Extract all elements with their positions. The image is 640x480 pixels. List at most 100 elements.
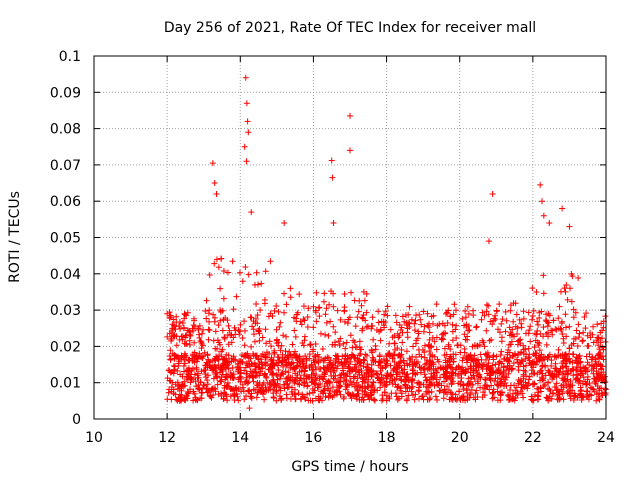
data-point — [482, 382, 489, 389]
data-point — [334, 362, 341, 369]
data-point — [187, 332, 194, 339]
data-point — [447, 313, 454, 320]
data-point — [584, 368, 591, 375]
data-point — [580, 374, 587, 381]
data-point — [384, 312, 391, 319]
data-point — [520, 342, 527, 349]
data-point — [287, 294, 294, 301]
data-point — [517, 377, 524, 384]
data-point — [575, 275, 582, 282]
data-point — [381, 311, 388, 318]
data-point — [384, 358, 391, 365]
data-point — [283, 301, 290, 308]
data-point — [484, 352, 491, 359]
data-point — [330, 364, 337, 371]
data-point — [518, 324, 525, 331]
data-point — [225, 365, 232, 372]
data-point — [491, 378, 498, 385]
data-point — [322, 331, 329, 338]
data-point — [568, 298, 575, 305]
data-point — [170, 316, 177, 323]
data-point — [243, 370, 250, 377]
data-point — [213, 190, 220, 197]
data-point — [237, 321, 244, 328]
data-point — [310, 346, 317, 353]
data-point — [308, 361, 315, 368]
data-point — [377, 327, 384, 334]
data-point — [358, 367, 365, 374]
data-point — [346, 368, 353, 375]
chart-title: Day 256 of 2021, Rate Of TEC Index for r… — [164, 20, 536, 36]
data-point — [237, 369, 244, 376]
data-point — [403, 360, 410, 367]
data-point — [522, 368, 529, 375]
data-point — [417, 316, 424, 323]
data-point — [514, 331, 521, 338]
data-point — [329, 341, 336, 348]
data-point — [599, 344, 606, 351]
data-point — [186, 327, 193, 334]
data-point — [524, 385, 531, 392]
data-point — [259, 361, 266, 368]
data-point — [234, 393, 241, 400]
data-point — [292, 395, 299, 402]
data-point — [553, 380, 560, 387]
data-point — [354, 314, 361, 321]
data-point — [545, 367, 552, 374]
data-point — [593, 378, 600, 385]
data-point — [494, 369, 501, 376]
data-point — [236, 357, 243, 364]
data-point — [347, 147, 353, 154]
data-point — [598, 363, 605, 370]
data-point — [360, 363, 367, 370]
data-point — [586, 380, 593, 387]
data-point — [292, 391, 299, 398]
data-point — [320, 389, 327, 396]
data-point — [356, 297, 363, 304]
data-point — [378, 318, 385, 325]
data-point — [167, 377, 174, 384]
data-point — [211, 260, 218, 267]
data-point — [219, 366, 226, 373]
x-tick-label: 22 — [524, 430, 542, 446]
data-point — [498, 320, 505, 327]
data-point — [339, 367, 346, 374]
data-point — [197, 338, 204, 345]
data-point — [200, 367, 207, 374]
data-point — [482, 356, 489, 363]
data-point — [402, 381, 409, 388]
data-point — [525, 330, 532, 337]
data-point — [270, 386, 277, 393]
data-point — [474, 342, 481, 349]
data-point — [485, 238, 492, 245]
data-point — [211, 385, 218, 392]
data-point — [527, 338, 534, 345]
data-point — [597, 339, 604, 346]
data-point — [419, 346, 426, 353]
data-point — [423, 377, 430, 384]
data-point — [241, 396, 248, 403]
data-point — [550, 374, 557, 381]
data-point — [224, 397, 231, 404]
data-point — [342, 381, 349, 388]
data-point — [263, 354, 270, 361]
data-point — [487, 367, 494, 374]
data-point — [278, 396, 285, 403]
data-point — [504, 363, 511, 370]
data-point — [497, 369, 504, 376]
data-point — [298, 321, 305, 328]
data-point — [424, 322, 431, 329]
data-point — [191, 323, 198, 330]
data-point — [282, 348, 289, 355]
data-point — [368, 322, 375, 329]
data-point — [360, 356, 367, 363]
data-point — [354, 355, 361, 362]
data-point — [434, 396, 441, 403]
data-point — [394, 345, 401, 352]
data-point — [441, 345, 448, 352]
data-point — [271, 307, 278, 314]
data-point — [206, 271, 213, 278]
data-point — [353, 395, 360, 402]
